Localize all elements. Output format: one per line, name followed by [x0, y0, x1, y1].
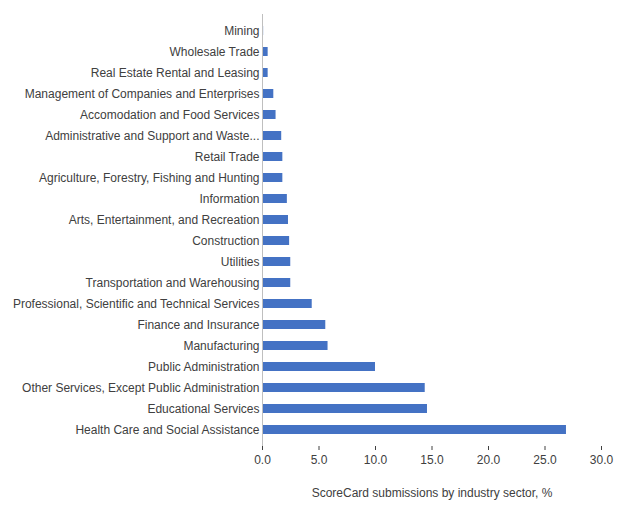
svg-text:10.0: 10.0: [364, 453, 388, 467]
svg-text:Arts, Entertainment, and Recre: Arts, Entertainment, and Recreation: [69, 213, 260, 227]
svg-text:Accomodation and Food Services: Accomodation and Food Services: [80, 108, 259, 122]
svg-text:Health Care and Social Assista: Health Care and Social Assistance: [75, 423, 259, 437]
svg-text:Manufacturing: Manufacturing: [183, 339, 259, 353]
svg-text:Wholesale Trade: Wholesale Trade: [169, 45, 259, 59]
svg-text:Administrative and Support and: Administrative and Support and Waste...: [45, 129, 259, 143]
svg-text:Construction: Construction: [192, 234, 259, 248]
svg-text:15.0: 15.0: [420, 453, 444, 467]
svg-text:Educational Services: Educational Services: [147, 402, 259, 416]
svg-text:Utilities: Utilities: [221, 255, 260, 269]
svg-text:Public Administration: Public Administration: [148, 360, 259, 374]
svg-text:Real Estate Rental and Leasing: Real Estate Rental and Leasing: [91, 66, 260, 80]
svg-text:Management of Companies and En: Management of Companies and Enterprises: [25, 87, 260, 101]
svg-text:Information: Information: [199, 192, 259, 206]
svg-text:25.0: 25.0: [533, 453, 557, 467]
svg-text:Mining: Mining: [224, 24, 259, 38]
svg-text:0.0: 0.0: [254, 453, 271, 467]
svg-text:20.0: 20.0: [477, 453, 501, 467]
svg-text:Transportation and Warehousing: Transportation and Warehousing: [86, 276, 260, 290]
svg-text:Professional, Scientific and T: Professional, Scientific and Technical S…: [13, 297, 260, 311]
svg-text:Finance and Insurance: Finance and Insurance: [137, 318, 259, 332]
svg-text:30.0: 30.0: [590, 453, 614, 467]
svg-text:Retail Trade: Retail Trade: [195, 150, 260, 164]
svg-text:Other Services, Except Public: Other Services, Except Public Administra…: [22, 381, 259, 395]
svg-text:5.0: 5.0: [311, 453, 328, 467]
svg-text:ScoreCard submissions by indus: ScoreCard submissions by industry sector…: [312, 486, 553, 500]
svg-text:Agriculture, Forestry, Fishing: Agriculture, Forestry, Fishing and Hunti…: [39, 171, 260, 185]
